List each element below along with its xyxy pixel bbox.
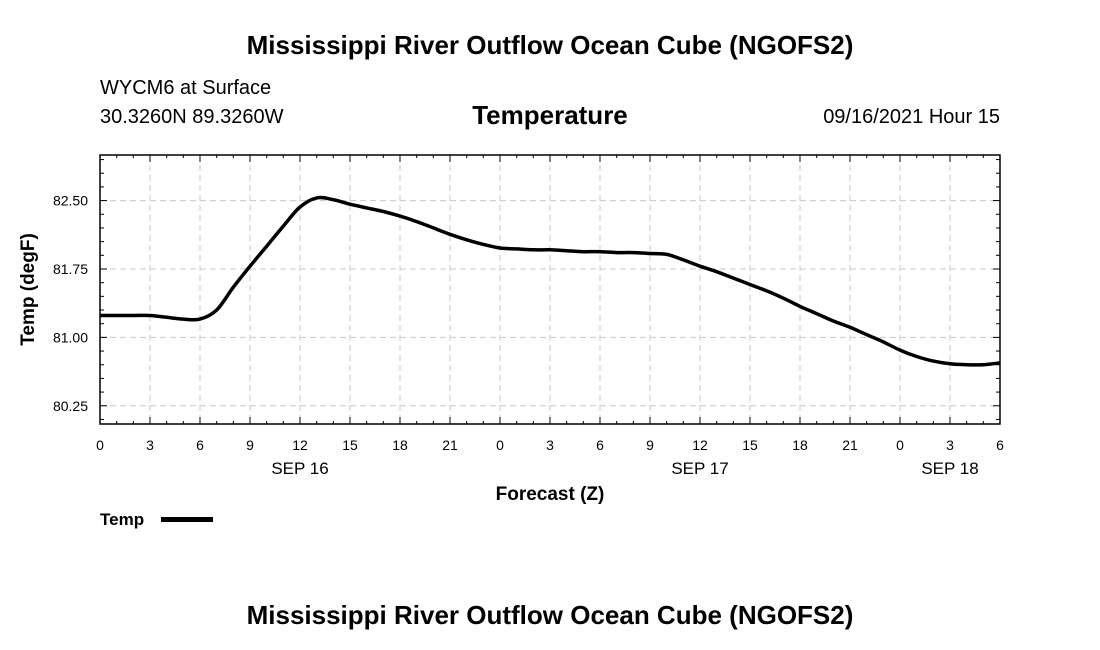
x-tick-label: 15 <box>742 437 758 453</box>
x-tick-label: 6 <box>196 437 204 453</box>
x-tick-label: 0 <box>96 437 104 453</box>
chart-title-bottom: Mississippi River Outflow Ocean Cube (NG… <box>246 600 854 630</box>
x-tick-label: 21 <box>842 437 858 453</box>
y-tick-label: 82.50 <box>53 193 88 209</box>
legend-label: Temp <box>100 510 145 529</box>
x-tick-label: 18 <box>392 437 408 453</box>
x-tick-label: 15 <box>342 437 358 453</box>
x-tick-label: 9 <box>646 437 654 453</box>
x-tick-label: 0 <box>496 437 504 453</box>
forecast-datetime: 09/16/2021 Hour 15 <box>823 106 1000 128</box>
x-tick-label: 3 <box>546 437 554 453</box>
x-tick-label: 6 <box>596 437 604 453</box>
chart-title-top: Mississippi River Outflow Ocean Cube (NG… <box>246 30 854 60</box>
legend-line-swatch <box>161 517 213 522</box>
y-tick-label: 81.75 <box>53 261 88 277</box>
x-tick-label: 12 <box>692 437 708 453</box>
x-tick-label: 3 <box>946 437 954 453</box>
x-axis-title: Forecast (Z) <box>496 484 605 505</box>
chart-subtitle: Temperature <box>472 100 628 130</box>
x-tick-label: 18 <box>792 437 808 453</box>
y-axis-title: Temp (degF) <box>18 233 39 346</box>
x-tick-label: 0 <box>896 437 904 453</box>
series-line-temp <box>99 195 1001 367</box>
y-tick-label: 81.00 <box>53 329 88 345</box>
x-tick-label: 3 <box>146 437 154 453</box>
y-tick-label: 80.25 <box>53 398 88 414</box>
x-tick-label: 21 <box>442 437 458 453</box>
x-tick-label: 9 <box>246 437 254 453</box>
station-coordinates: 30.3260N 89.3260W <box>100 106 284 128</box>
x-tick-label: 6 <box>996 437 1004 453</box>
date-label: SEP 18 <box>921 459 978 478</box>
x-tick-label: 12 <box>292 437 308 453</box>
station-label: WYCM6 at Surface <box>100 77 272 99</box>
date-label: SEP 16 <box>271 459 328 478</box>
date-label: SEP 17 <box>671 459 728 478</box>
